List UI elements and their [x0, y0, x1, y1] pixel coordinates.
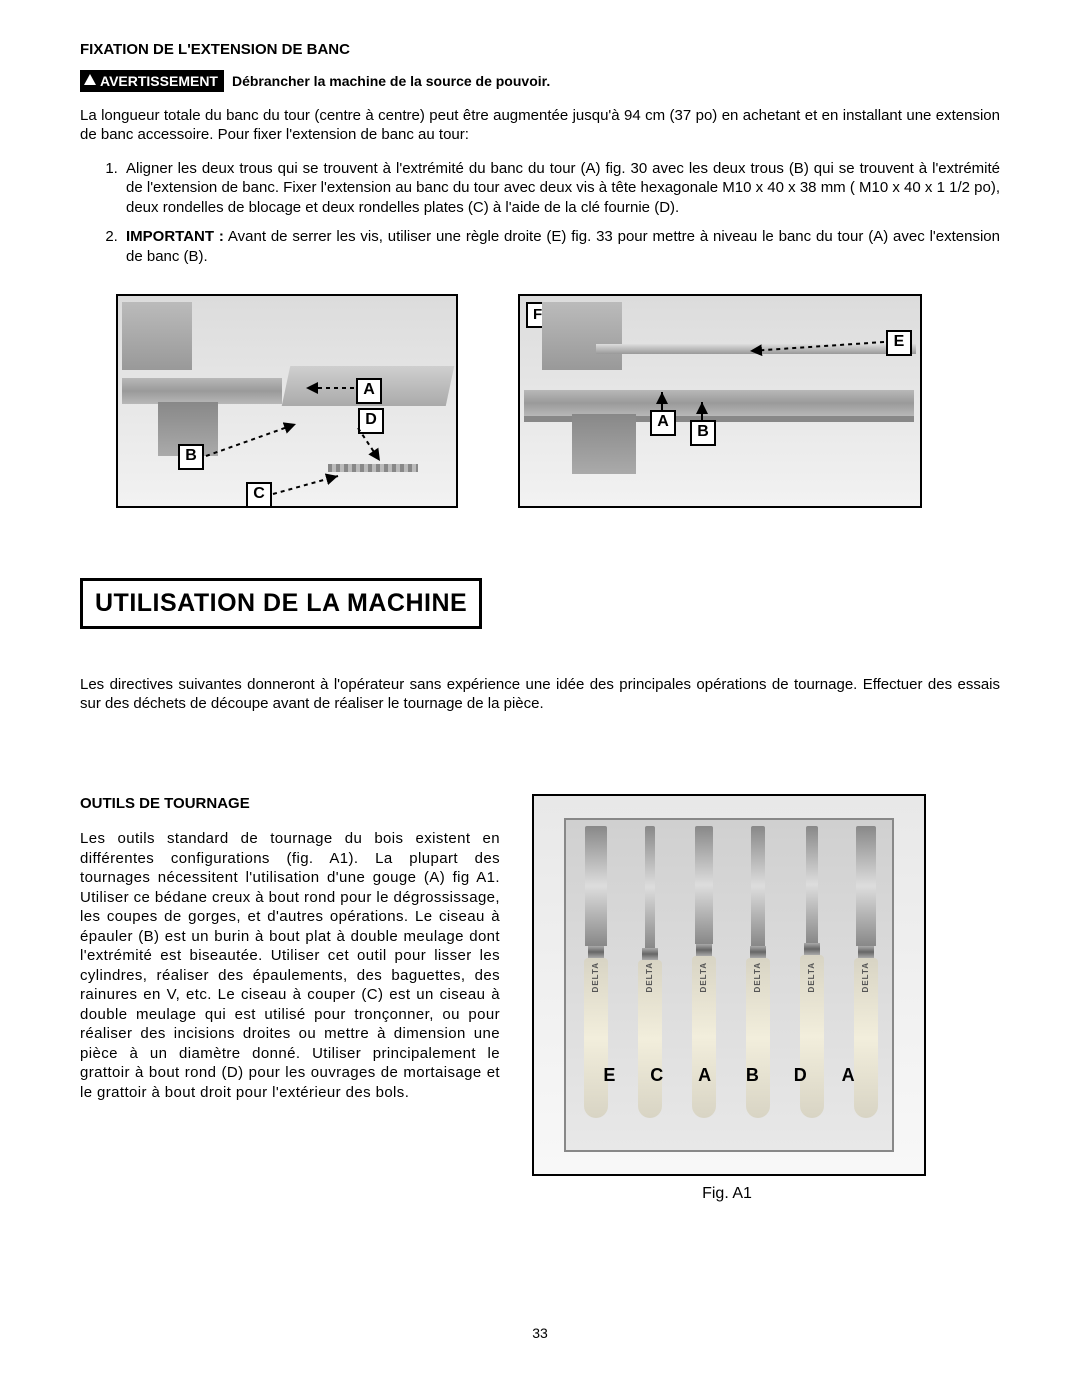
figure-30: Fig. 30 A D B C [116, 294, 458, 508]
tools-paragraph: Les outils standard de tournage du bois … [80, 829, 500, 1102]
chisel-letters-row: E C A B D A [534, 1064, 924, 1087]
fig30-label-A: A [356, 378, 382, 404]
step-2-prefix: IMPORTANT : [126, 228, 224, 245]
step-1: Aligner les deux trous qui se trouvent à… [122, 159, 1000, 218]
chisel-letter: C [650, 1064, 663, 1087]
fig30-label-C: C [246, 482, 272, 508]
section-title: FIXATION DE L'EXTENSION DE BANC [80, 40, 1000, 60]
figure-A1-wrap: DELTA DELTA DELTA DELTA DELTA DELTA E C … [532, 794, 922, 1205]
tools-text-column: OUTILS DE TOURNAGE Les outils standard d… [80, 794, 500, 1103]
intro-paragraph: La longueur totale du banc du tour (cent… [80, 106, 1000, 145]
steps-list: Aligner les deux trous qui se trouvent à… [80, 159, 1000, 267]
intro2-paragraph: Les directives suivantes donneront à l'o… [80, 675, 1000, 714]
big-heading: UTILISATION DE LA MACHINE [80, 578, 482, 629]
fig31-label-B: B [690, 420, 716, 446]
fig30-label-B: B [178, 444, 204, 470]
step-2-text: Avant de serrer les vis, utiliser une rè… [126, 228, 1000, 265]
chisel-letter: D [794, 1064, 807, 1087]
page-number: 33 [80, 1324, 1000, 1342]
warning-text: Débrancher la machine de la source de po… [232, 72, 550, 90]
tools-subtitle: OUTILS DE TOURNAGE [80, 794, 500, 814]
chisel-letter: B [746, 1064, 759, 1087]
warning-line: AVERTISSEMENT Débrancher la machine de l… [80, 70, 1000, 92]
figure-A1: DELTA DELTA DELTA DELTA DELTA DELTA E C … [532, 794, 926, 1176]
figures-row: Fig. 30 A D B C Fig. 31 E A B [80, 294, 1000, 508]
figure-A1-caption: Fig. A1 [532, 1184, 922, 1205]
figure-31: Fig. 31 E A B [518, 294, 922, 508]
warning-badge: AVERTISSEMENT [80, 70, 224, 92]
tools-row: OUTILS DE TOURNAGE Les outils standard d… [80, 794, 1000, 1205]
fig31-label-A: A [650, 410, 676, 436]
chisel-letter: A [842, 1064, 855, 1087]
chisel-letter: A [698, 1064, 711, 1087]
fig30-label-D: D [358, 408, 384, 434]
step-2: IMPORTANT : Avant de serrer les vis, uti… [122, 227, 1000, 266]
fig31-label-E: E [886, 330, 912, 356]
warning-triangle-icon [84, 74, 96, 85]
warning-badge-text: AVERTISSEMENT [100, 72, 218, 90]
chisel-letter: E [603, 1064, 615, 1087]
big-heading-text: UTILISATION DE LA MACHINE [95, 589, 467, 617]
